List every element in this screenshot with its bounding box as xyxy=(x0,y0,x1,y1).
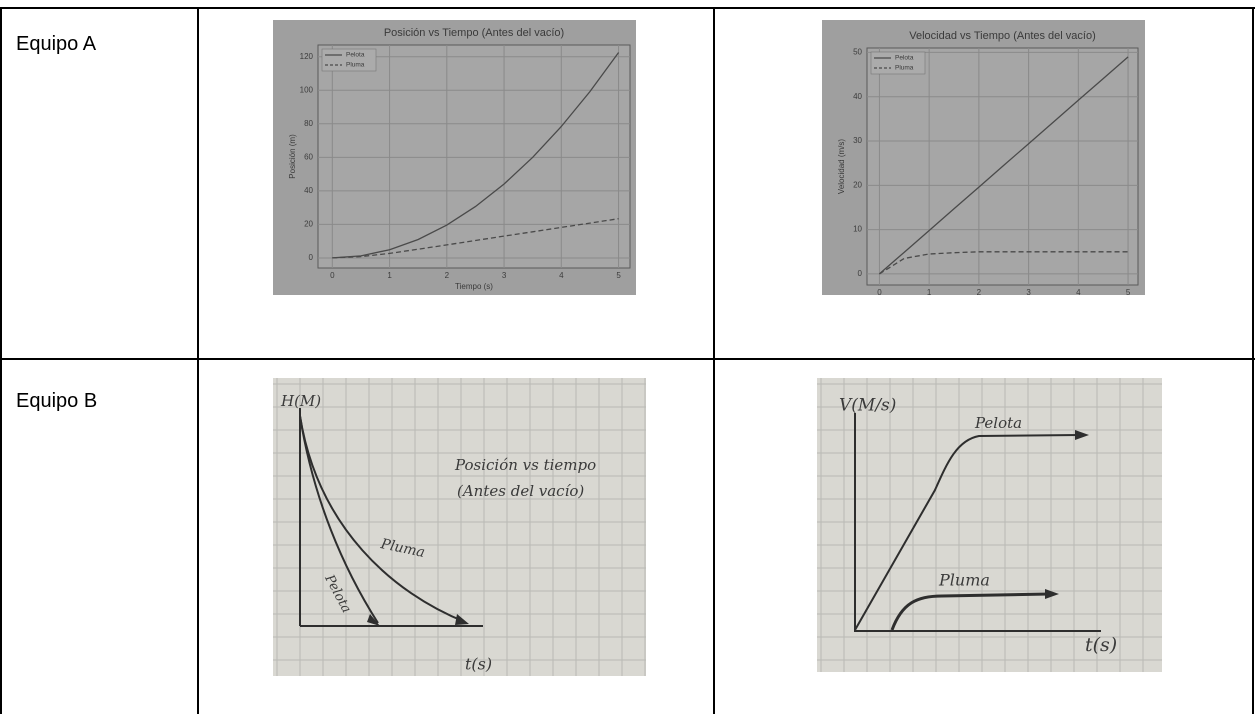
x-tick-label: 4 xyxy=(1076,288,1081,295)
axis-label: H(M) xyxy=(280,392,321,410)
table-border xyxy=(197,7,199,714)
x-tick-label: 0 xyxy=(330,271,335,280)
legend-label: Pluma xyxy=(346,62,365,69)
x-tick-label: 2 xyxy=(977,288,982,295)
y-tick-label: 80 xyxy=(304,119,313,128)
table-border xyxy=(0,7,1255,9)
table-border xyxy=(0,358,1255,360)
axis-label: V(M/s) xyxy=(839,396,896,416)
y-tick-label: 10 xyxy=(853,225,862,234)
curve-label: Pluma xyxy=(938,571,990,590)
chart-title: Posición vs Tiempo (Antes del vacío) xyxy=(384,27,564,39)
sketch-title: Posición vs tiempo xyxy=(454,456,596,474)
table-border xyxy=(713,7,715,714)
y-axis-label: Posición (m) xyxy=(288,134,297,179)
legend-label: Pelota xyxy=(895,55,914,62)
x-tick-label: 5 xyxy=(616,271,621,280)
x-tick-label: 4 xyxy=(559,271,564,280)
y-tick-label: 30 xyxy=(853,136,862,145)
table-border xyxy=(1252,7,1254,714)
y-axis-label: Velocidad (m/s) xyxy=(837,139,846,194)
legend-label: Pelota xyxy=(346,52,365,59)
x-tick-label: 3 xyxy=(1026,288,1031,295)
axis-label: t(s) xyxy=(1085,634,1117,656)
y-tick-label: 20 xyxy=(304,220,313,229)
y-tick-label: 20 xyxy=(853,180,862,189)
y-tick-label: 120 xyxy=(300,52,314,61)
plot-area xyxy=(318,45,630,268)
row-label: Equipo A xyxy=(16,33,96,56)
y-tick-label: 0 xyxy=(309,253,314,262)
x-axis-label: Tiempo (s) xyxy=(455,282,493,291)
chart-title: Velocidad vs Tiempo (Antes del vacío) xyxy=(909,30,1095,42)
curve-label: Pelota xyxy=(974,414,1022,432)
document-page: Equipo A Equipo B 012345020406080100120P… xyxy=(0,0,1255,714)
y-tick-label: 50 xyxy=(853,48,862,57)
table-border xyxy=(0,7,2,714)
legend-label: Pluma xyxy=(895,65,914,72)
sketch-photo: V(M/s) Pelota Pluma t(s) xyxy=(817,378,1162,672)
x-tick-label: 3 xyxy=(502,271,507,280)
sketch-photo: H(M) Posición vs tiempo (Antes del vacío… xyxy=(273,378,646,676)
axis-label: t(s) xyxy=(465,655,492,674)
y-tick-label: 40 xyxy=(304,186,313,195)
x-tick-label: 5 xyxy=(1126,288,1131,295)
sketch-title: (Antes del vacío) xyxy=(457,482,584,500)
row-label: Equipo B xyxy=(16,390,97,413)
y-tick-label: 40 xyxy=(853,92,862,101)
x-tick-label: 2 xyxy=(445,271,450,280)
y-tick-label: 60 xyxy=(304,152,313,161)
y-tick-label: 100 xyxy=(300,85,314,94)
x-tick-label: 0 xyxy=(877,288,882,295)
x-tick-label: 1 xyxy=(387,271,392,280)
chart-photo: 0 1 2 3 4 5 0 20 40 60 80 100 120 Posición vs Tiempo … xyxy=(273,20,636,295)
y-tick-label: 0 xyxy=(858,269,863,278)
x-tick-label: 1 xyxy=(927,288,932,295)
